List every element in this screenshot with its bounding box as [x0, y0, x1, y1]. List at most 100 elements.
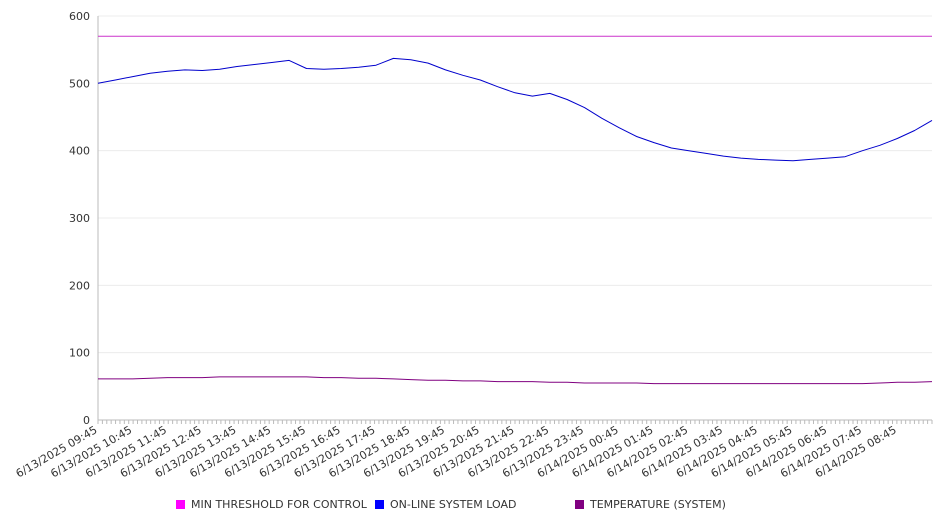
data-point-series-1 [167, 71, 168, 72]
y-tick-label-400: 400 [69, 145, 90, 158]
data-point-series-1 [289, 60, 290, 61]
data-point-series-1 [150, 73, 151, 74]
data-point-series-1 [601, 118, 602, 119]
data-point-series-2 [132, 378, 133, 379]
data-point-series-1 [567, 99, 568, 100]
data-point-series-0 [549, 36, 550, 37]
data-point-series-0 [480, 36, 481, 37]
data-point-series-1 [115, 79, 116, 80]
data-point-series-0 [931, 36, 932, 37]
data-point-series-2 [271, 376, 272, 377]
data-point-series-0 [219, 36, 220, 37]
data-point-series-0 [827, 36, 828, 37]
data-point-series-2 [567, 382, 568, 383]
data-point-series-0 [202, 36, 203, 37]
data-point-series-2 [810, 383, 811, 384]
data-point-series-0 [462, 36, 463, 37]
data-point-series-2 [514, 381, 515, 382]
y-tick-label-100: 100 [69, 347, 90, 360]
data-point-series-0 [897, 36, 898, 37]
data-point-series-1 [775, 159, 776, 160]
data-point-series-0 [341, 36, 342, 37]
data-point-series-1 [792, 160, 793, 161]
data-point-series-1 [236, 66, 237, 67]
series-layer [97, 35, 933, 385]
data-point-series-1 [271, 62, 272, 63]
data-point-series-2 [445, 380, 446, 381]
data-point-series-2 [236, 376, 237, 377]
data-point-series-0 [584, 36, 585, 37]
data-point-series-0 [775, 36, 776, 37]
data-point-series-2 [323, 377, 324, 378]
data-point-series-1 [897, 138, 898, 139]
data-point-series-2 [184, 377, 185, 378]
data-point-series-1 [393, 58, 394, 59]
data-point-series-2 [115, 378, 116, 379]
data-point-series-2 [897, 382, 898, 383]
data-point-series-1 [740, 157, 741, 158]
data-point-series-2 [219, 376, 220, 377]
axis-layer [97, 16, 933, 424]
data-point-series-1 [462, 75, 463, 76]
data-point-series-1 [358, 67, 359, 68]
data-point-series-1 [532, 96, 533, 97]
data-point-series-1 [445, 69, 446, 70]
legend-item-system-load[interactable]: ON-LINE SYSTEM LOAD [375, 498, 516, 511]
data-point-series-1 [845, 156, 846, 157]
legend-label-min-threshold: MIN THRESHOLD FOR CONTROL [191, 498, 367, 511]
data-point-series-2 [723, 383, 724, 384]
data-point-series-1 [428, 63, 429, 64]
data-point-series-0 [115, 36, 116, 37]
data-point-series-0 [358, 36, 359, 37]
series-line-2 [98, 376, 933, 385]
data-point-series-1 [202, 70, 203, 71]
data-point-series-0 [723, 36, 724, 37]
data-point-series-1 [619, 127, 620, 128]
data-point-series-0 [254, 36, 255, 37]
grid-layer [98, 15, 932, 354]
data-point-series-1 [306, 68, 307, 69]
data-point-series-2 [601, 382, 602, 383]
y-tick-label-300: 300 [69, 212, 90, 225]
data-point-series-2 [758, 383, 759, 384]
data-point-series-2 [914, 382, 915, 383]
legend-item-temperature[interactable]: TEMPERATURE (SYSTEM) [575, 498, 726, 511]
data-point-series-1 [341, 68, 342, 69]
data-point-series-1 [914, 130, 915, 131]
data-point-series-0 [375, 36, 376, 37]
data-point-series-0 [445, 36, 446, 37]
data-point-series-1 [97, 83, 98, 84]
data-point-series-2 [289, 376, 290, 377]
data-point-series-1 [375, 65, 376, 66]
data-point-series-1 [827, 157, 828, 158]
data-point-series-0 [306, 36, 307, 37]
data-point-series-2 [549, 382, 550, 383]
data-point-series-0 [184, 36, 185, 37]
data-point-series-2 [775, 383, 776, 384]
data-point-series-0 [862, 36, 863, 37]
data-point-series-2 [375, 378, 376, 379]
legend-swatch-min-threshold [176, 500, 185, 509]
data-point-series-2 [532, 381, 533, 382]
data-point-series-1 [931, 120, 932, 121]
data-point-series-1 [879, 145, 880, 146]
data-point-series-1 [671, 147, 672, 148]
data-point-series-2 [845, 383, 846, 384]
y-tick-label-600: 600 [69, 10, 90, 23]
data-point-series-0 [567, 36, 568, 37]
y-tick-label-200: 200 [69, 279, 90, 292]
legend-item-min-threshold[interactable]: MIN THRESHOLD FOR CONTROL [176, 498, 367, 511]
data-point-series-0 [97, 36, 98, 37]
data-point-series-0 [671, 36, 672, 37]
data-point-series-0 [653, 36, 654, 37]
data-point-series-0 [619, 36, 620, 37]
data-point-series-1 [323, 69, 324, 70]
data-point-series-2 [358, 378, 359, 379]
data-point-series-2 [688, 383, 689, 384]
data-point-series-0 [845, 36, 846, 37]
data-point-series-0 [601, 36, 602, 37]
data-point-series-0 [497, 36, 498, 37]
legend-swatch-temperature [575, 500, 584, 509]
data-point-series-1 [636, 136, 637, 137]
